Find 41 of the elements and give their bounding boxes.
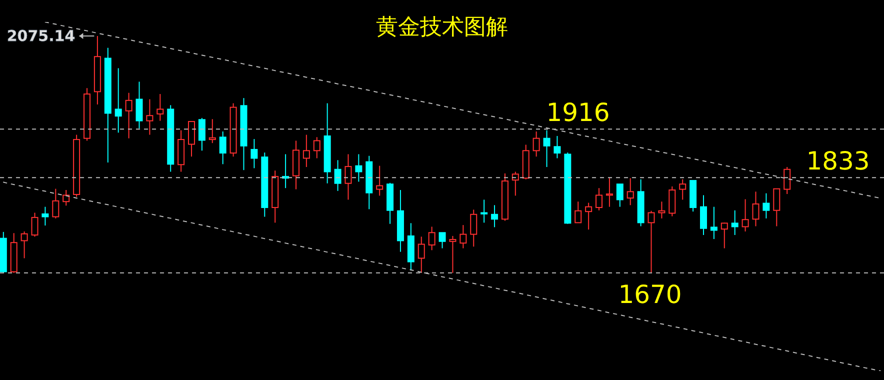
candlestick bbox=[752, 191, 760, 227]
candlestick bbox=[762, 192, 770, 219]
candlestick bbox=[250, 138, 258, 169]
candlestick bbox=[125, 92, 132, 139]
candlestick bbox=[626, 178, 634, 206]
candlestick bbox=[606, 178, 613, 208]
candlestick bbox=[136, 81, 143, 129]
candlestick bbox=[658, 201, 666, 219]
candlestick bbox=[742, 198, 749, 232]
candlestick bbox=[104, 47, 112, 163]
candlestick bbox=[240, 98, 248, 171]
annotation: 1916 bbox=[546, 98, 610, 128]
candlestick bbox=[532, 130, 540, 158]
candlestick bbox=[355, 154, 362, 182]
annotation: 1833 bbox=[806, 146, 870, 176]
candlestick bbox=[94, 35, 101, 105]
candlestick bbox=[418, 236, 425, 274]
annotation: 2075.14 bbox=[6, 26, 76, 45]
chart-title: 黄金技术图解 bbox=[376, 15, 508, 40]
candlestick bbox=[596, 188, 603, 211]
candlestick bbox=[710, 206, 718, 240]
candlestick bbox=[491, 204, 498, 228]
candlestick bbox=[178, 130, 185, 172]
candlestick bbox=[334, 160, 342, 192]
candlestick bbox=[324, 102, 331, 184]
candlestick bbox=[344, 154, 352, 200]
candlestick bbox=[460, 224, 467, 249]
candlestick bbox=[470, 209, 478, 248]
candlestick bbox=[396, 189, 404, 252]
candlestick bbox=[366, 155, 373, 210]
candlestick bbox=[731, 210, 738, 236]
candlestick bbox=[272, 170, 279, 224]
candlestick bbox=[42, 206, 49, 226]
candlestick bbox=[480, 199, 488, 224]
candlestick bbox=[292, 140, 300, 190]
candlestick bbox=[543, 130, 550, 168]
candlestick bbox=[156, 94, 164, 122]
candlestick bbox=[302, 134, 310, 168]
candlestick bbox=[146, 98, 154, 136]
text: 1670 bbox=[618, 280, 682, 309]
candlestick bbox=[114, 68, 122, 134]
